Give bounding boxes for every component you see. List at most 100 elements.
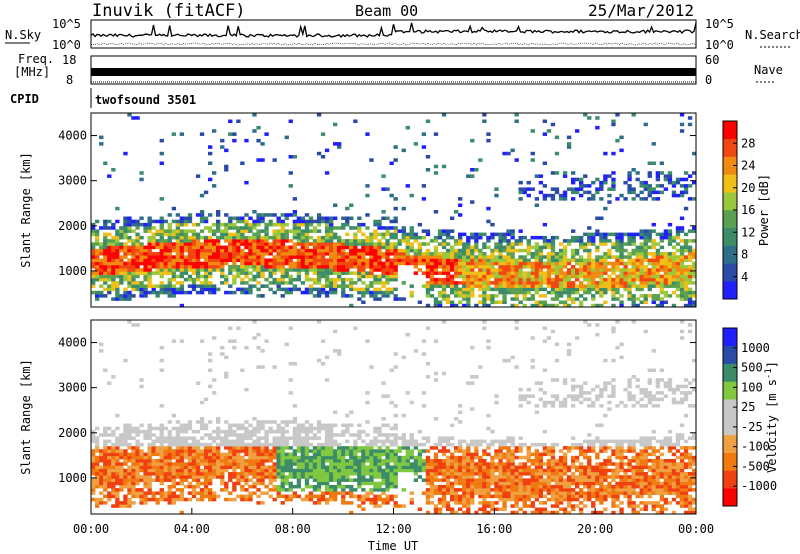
velocity-cell (276, 494, 281, 499)
velocity-cell (216, 449, 221, 453)
power-cell (631, 242, 636, 246)
power-cell (687, 268, 693, 272)
power-cell (216, 255, 221, 259)
power-cell (627, 232, 632, 237)
power-cell (441, 277, 447, 282)
power-cell (191, 245, 197, 250)
velocity-cell (349, 452, 354, 457)
power-cell (542, 197, 548, 201)
velocity-cell (135, 429, 140, 434)
power-cell (131, 261, 136, 266)
power-cell (179, 242, 185, 246)
power-cell (546, 258, 552, 263)
velocity-cell (353, 478, 358, 482)
velocity-cell (139, 423, 144, 428)
power-cell (450, 268, 455, 272)
power-cell (272, 235, 277, 240)
power-cell (292, 265, 298, 269)
power-cell (687, 271, 693, 275)
velocity-cell (199, 442, 205, 447)
velocity-cell (280, 472, 285, 476)
velocity-cell (377, 433, 382, 437)
power-cell (337, 268, 342, 272)
freq-right-tick-top: 60 (705, 53, 719, 67)
velocity-cell (385, 472, 390, 476)
power-cell (518, 287, 523, 292)
power-cell (163, 271, 168, 275)
power-cell (679, 274, 685, 279)
velocity-cell (111, 504, 116, 508)
power-cell (292, 252, 298, 256)
velocity-cell (304, 472, 310, 476)
power-cell (554, 303, 560, 308)
power-cell (159, 245, 164, 250)
velocity-cell (377, 439, 382, 444)
power-cell (252, 235, 257, 240)
noise-sky-label: N.Sky (5, 28, 41, 42)
power-cell (95, 258, 100, 263)
power-cell (316, 151, 322, 156)
velocity-cell (466, 468, 471, 473)
velocity-cell (155, 449, 160, 453)
power-cell (413, 265, 419, 269)
power-cell (623, 265, 628, 269)
power-cell (490, 261, 495, 266)
power-cell (659, 171, 665, 175)
velocity-cell (365, 449, 370, 453)
power-cell (248, 235, 253, 240)
velocity-cell (349, 478, 354, 482)
power-cell (393, 265, 398, 269)
velocity-cell (401, 439, 406, 444)
velocity-cell (216, 455, 221, 460)
power-cell (276, 255, 281, 259)
velocity-cell (212, 455, 217, 460)
velocity-cell (417, 429, 423, 434)
power-cell (562, 171, 568, 175)
velocity-cell (482, 504, 487, 508)
power-cell (377, 232, 382, 237)
velocity-cell (324, 491, 330, 495)
power-cell (454, 210, 459, 214)
power-cell (462, 297, 467, 301)
power-cell (655, 232, 661, 237)
power-cell (599, 287, 604, 292)
velocity-cell (224, 355, 229, 360)
power-cell (554, 151, 560, 156)
power-cell (107, 268, 112, 272)
velocity-cell (296, 442, 302, 447)
velocity-cell (470, 497, 475, 502)
power-cell (256, 287, 261, 292)
velocity-cell (409, 455, 414, 460)
power-cell (381, 265, 386, 269)
power-cell (369, 245, 374, 250)
velocity-cell (478, 478, 483, 482)
power-cell (663, 252, 669, 256)
velocity-cell (353, 446, 358, 450)
power-cell (131, 294, 136, 298)
velocity-cell (466, 452, 471, 457)
power-cell (659, 232, 665, 237)
power-cell (445, 271, 451, 275)
power-cell (304, 287, 310, 292)
power-cell (397, 239, 402, 243)
power-cell (603, 290, 608, 295)
velocity-cell (228, 339, 233, 343)
power-cell (167, 271, 172, 275)
power-cell (304, 268, 310, 272)
power-cell (208, 177, 213, 182)
power-cell (482, 297, 487, 301)
power-cell (232, 222, 237, 227)
power-cell (292, 197, 298, 201)
power-cell (671, 303, 677, 308)
power-cell (361, 261, 366, 266)
power-cell (385, 294, 390, 298)
velocity-cell (280, 436, 285, 440)
velocity-cell (240, 488, 245, 492)
velocity-cell (445, 468, 451, 473)
power-cell (304, 245, 310, 250)
velocity-cell (103, 462, 108, 466)
velocity-cell (462, 488, 467, 492)
velocity-cell (304, 481, 310, 486)
power-cell (353, 242, 358, 246)
velocity-cell (470, 345, 475, 350)
